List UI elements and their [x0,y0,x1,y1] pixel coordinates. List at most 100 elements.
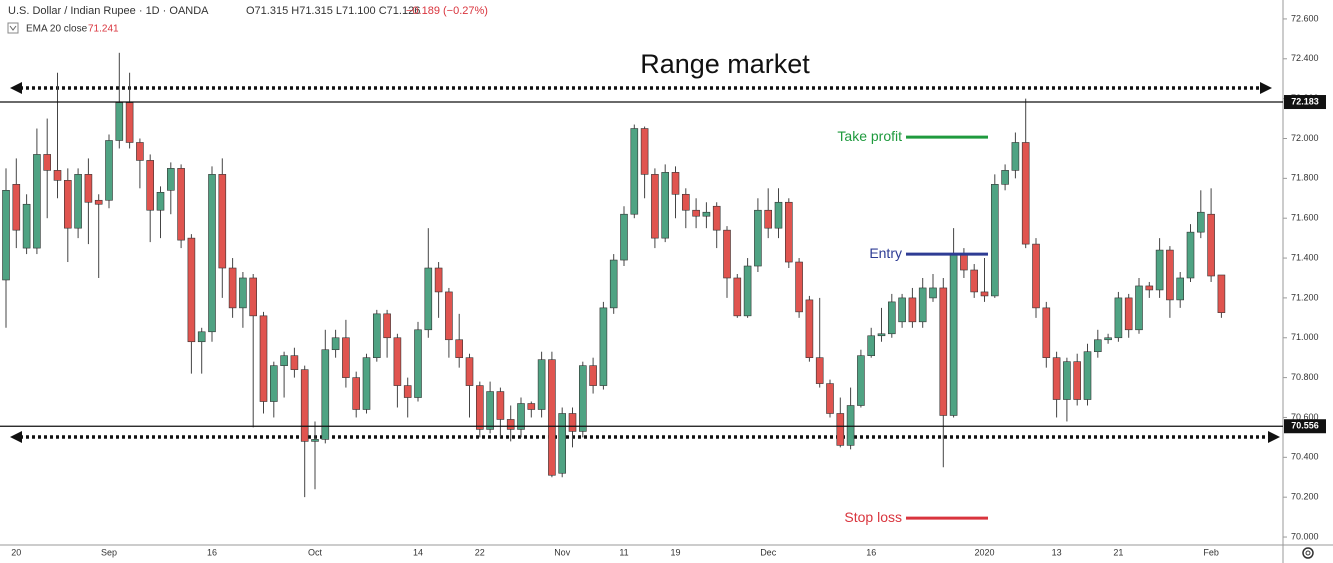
y-tick-label: 71.800 [1291,173,1319,183]
y-tick-label: 71.000 [1291,332,1319,342]
indicator-name: EMA 20 close [26,24,88,35]
candle-body [815,357,824,384]
candle-body [403,385,412,398]
candle-body [671,172,680,195]
y-tick-label: 70.800 [1291,372,1319,382]
candle-body [517,403,525,430]
candle-body [805,299,814,358]
candle-body [692,209,700,217]
candle-body [1094,339,1102,353]
candle-body [74,174,82,229]
candle-body [1021,142,1030,245]
candle-body [342,337,350,378]
y-tick-label: 70.000 [1291,531,1319,541]
level-label: Stop loss [844,509,902,525]
candle-body [167,168,175,191]
gear [1302,547,1314,559]
candle-body [599,307,608,386]
candle-body [280,355,288,366]
candle-body [1207,213,1215,277]
y-tick-label: 71.200 [1291,292,1319,302]
candle-body [434,267,443,293]
price-label: 70.556 [1291,421,1319,431]
candle-body [980,291,989,297]
candle-body [681,193,690,211]
y-tick-label: 72.600 [1291,13,1319,23]
indicator-value: 71.241 [88,24,119,35]
x-tick-label: 16 [207,547,217,557]
legend-toggle[interactable] [7,22,19,34]
candle-body [733,277,742,317]
candle-body [475,385,484,430]
candle-body [990,184,999,297]
settings-icon[interactable] [1302,547,1314,559]
candle-body [455,339,464,358]
arrow-head [1268,431,1280,443]
candle-body [218,174,227,269]
candle-body [929,287,937,299]
candle-body [1083,351,1092,400]
candle-body [84,174,93,203]
candle-body [949,253,958,416]
candle-body [857,355,865,406]
candle-body [1166,249,1174,301]
candle-body [269,365,278,402]
candle-body [331,337,340,351]
candle-body [1032,243,1040,309]
arrow-head [10,82,22,94]
candle-body [136,142,144,161]
candle-body [640,128,649,175]
candle-body [1124,297,1133,331]
range-arrow-top [10,82,1272,94]
candle-body [651,174,659,239]
candle-body [723,229,731,279]
candle-body [12,184,21,231]
candle-body [877,333,886,337]
candle-body [743,265,752,317]
candle-body [774,201,783,229]
candle-body [918,287,927,323]
candle-body [1186,231,1195,279]
candle-body [867,335,876,356]
candle-body [548,359,556,476]
candle-body [352,377,361,410]
x-tick-label: Oct [308,547,323,557]
price-label: 72.183 [1291,96,1319,106]
candle-body [764,209,773,229]
candle-body [661,172,670,239]
y-tick-label: 70.600 [1291,412,1319,422]
candle-body [898,297,906,323]
candle-body [1052,357,1061,400]
candle-body [1145,285,1154,291]
y-tick-label: 70.200 [1291,492,1319,502]
candle-body [1155,249,1164,291]
candle-body [1135,285,1143,331]
candle-body [414,329,422,398]
candle-body [321,349,330,440]
candle-body [836,413,845,446]
candle-body [486,391,494,430]
x-tick-label: Feb [1203,547,1219,557]
x-tick-label: 14 [413,547,423,557]
candle-body [372,313,381,358]
candle-body [589,365,597,386]
candle-body [846,405,855,446]
candle-body [558,413,567,474]
y-tick-label: 71.600 [1291,213,1319,223]
x-tick-label: 11 [619,547,628,557]
price-label-box [1284,419,1326,434]
candle-body [1104,337,1112,341]
candle-body [1042,307,1051,358]
y-tick-label: 72.400 [1291,53,1319,63]
ohlc: O71.315 H71.315 L71.100 C71.126 [246,5,420,17]
candle-body [1063,361,1071,400]
change: −0.189 (−0.27%) [406,5,488,17]
candle-body [1197,211,1205,233]
x-tick-label: Sep [101,547,117,557]
candle-body [228,267,237,309]
level-label: Take profit [837,128,902,144]
candle-body [702,211,711,217]
candle-body [115,102,124,141]
candle-body [1217,274,1226,313]
